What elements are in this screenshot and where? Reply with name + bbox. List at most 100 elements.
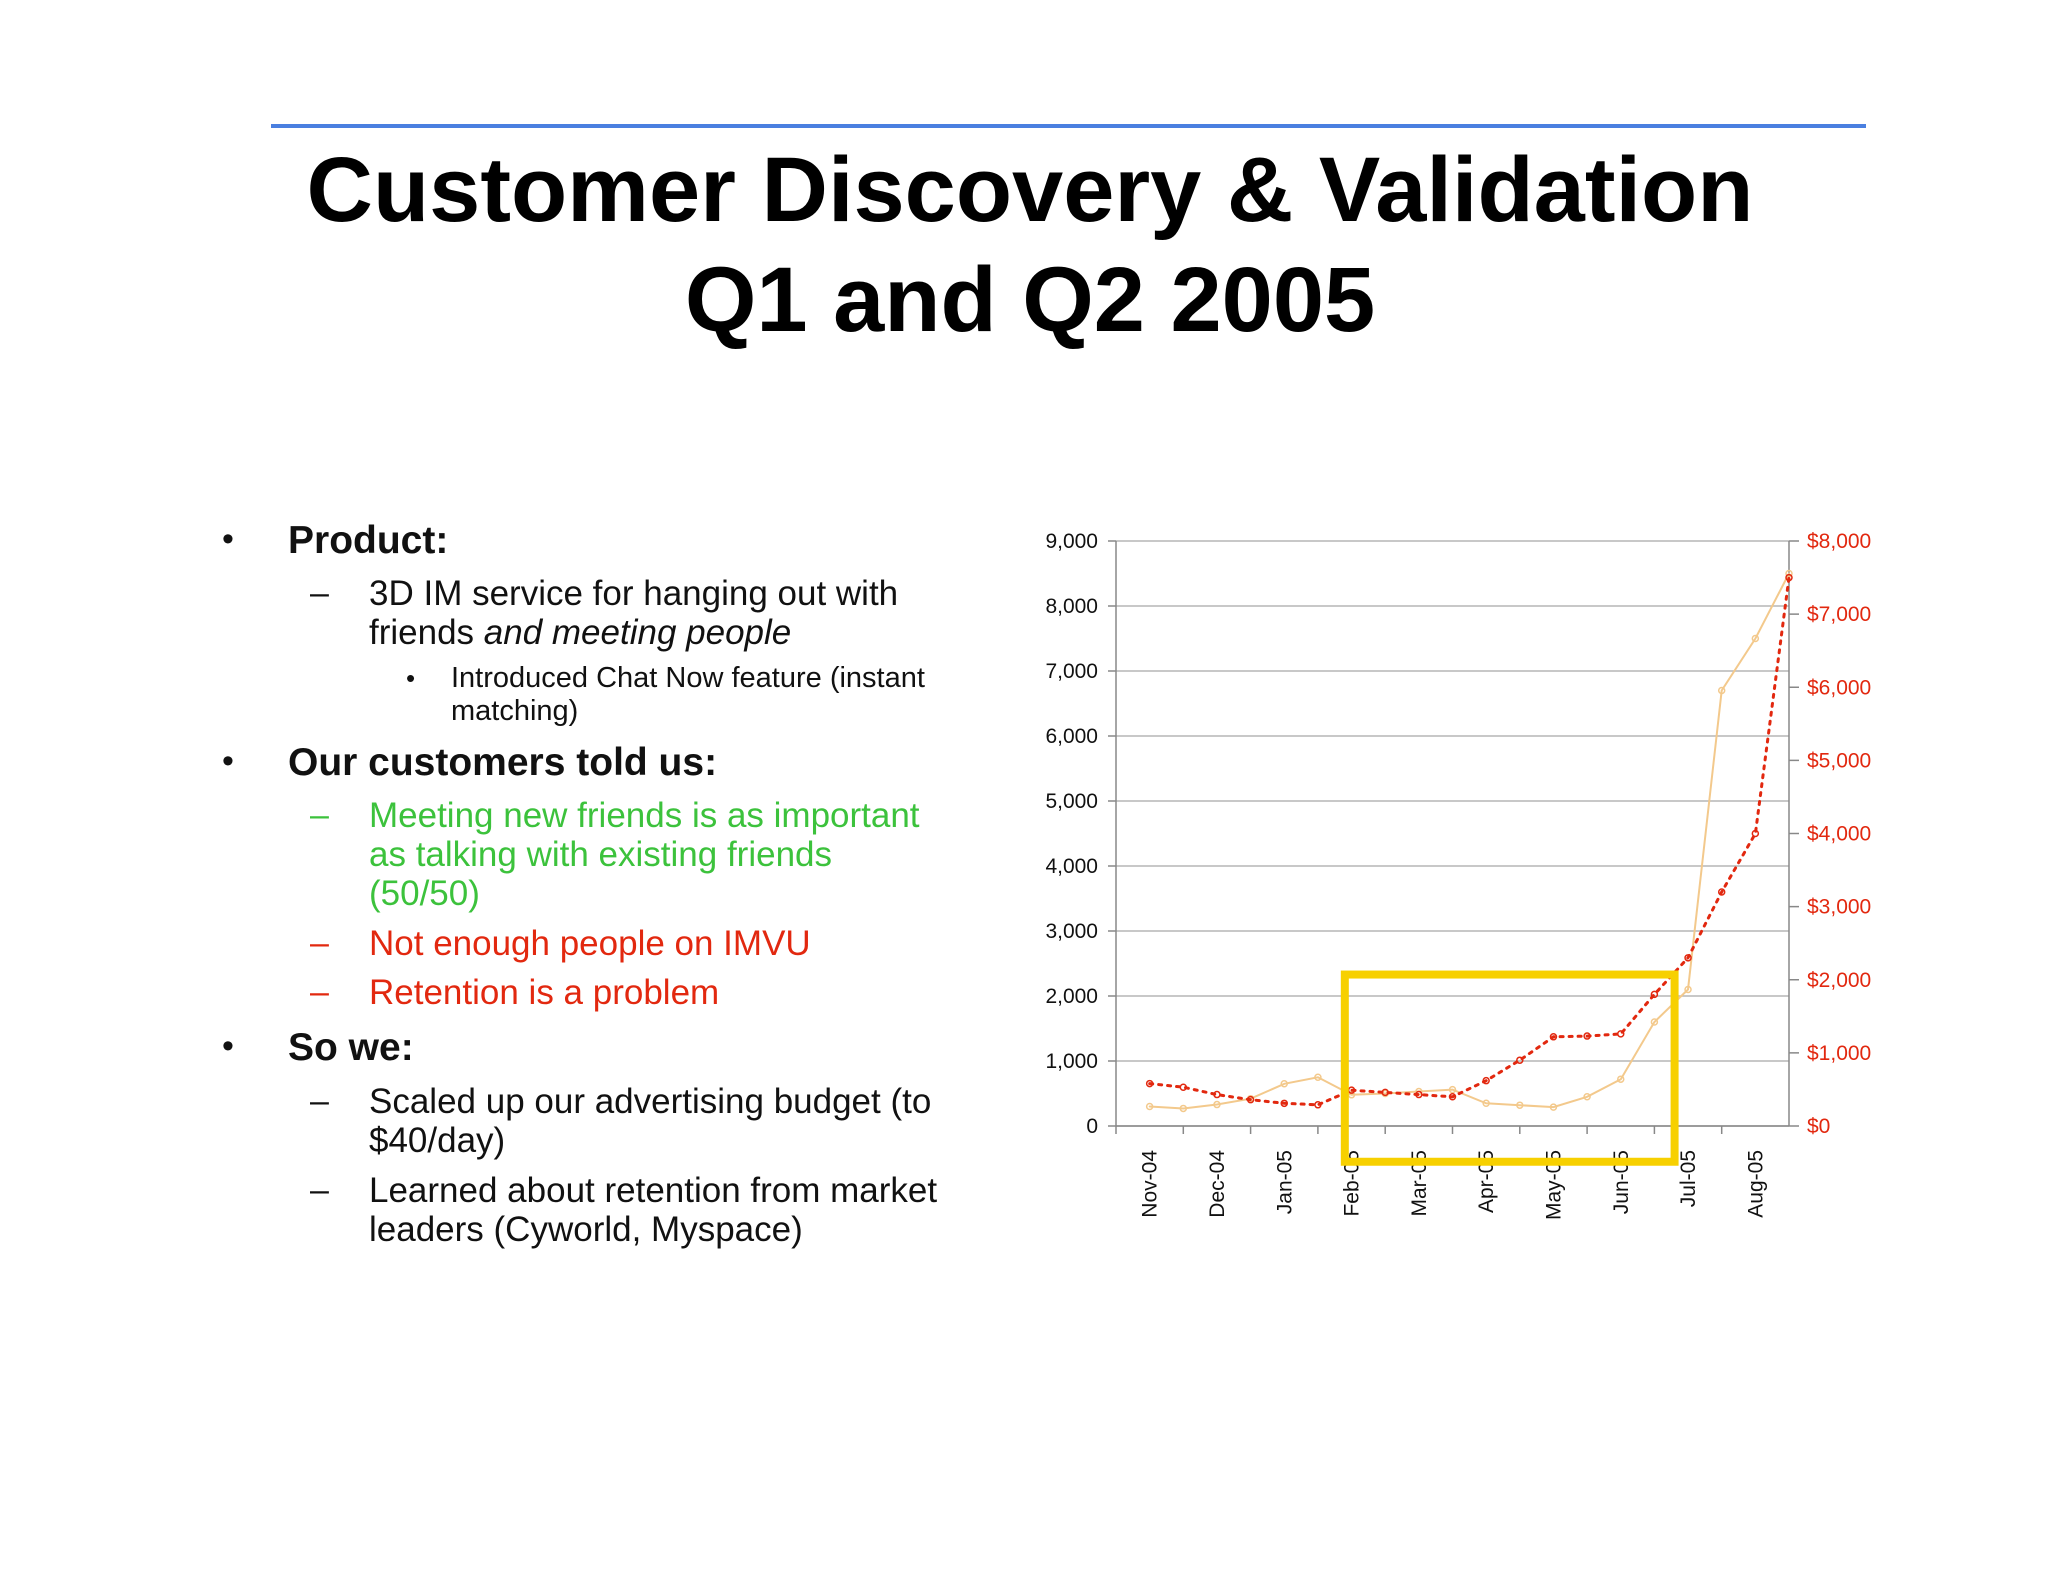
- product-sub-line2: matching): [451, 695, 579, 727]
- data-point-revenue: [1314, 1101, 1322, 1109]
- product-item-line1: 3D IM service for hanging out with: [369, 574, 899, 613]
- data-point-revenue: [1213, 1090, 1221, 1099]
- bullet-product: Product:: [288, 519, 449, 562]
- y-tick-label-right: $0: [1807, 1115, 1830, 1138]
- x-tick-label: Aug-05: [1744, 1150, 1767, 1218]
- dash-marker: –: [310, 924, 329, 962]
- data-point-users: [1145, 1102, 1154, 1111]
- x-tick-label: Dec-04: [1206, 1150, 1229, 1218]
- so-we-item1-line2: $40/day): [369, 1121, 506, 1160]
- so-we-item2-line1: Learned about retention from market: [369, 1171, 938, 1210]
- product-item-italic: and meeting people: [483, 613, 792, 652]
- data-point-users: [1482, 1099, 1490, 1107]
- y-tick-label-left: 6,000: [1045, 725, 1098, 748]
- slide-title: Customer Discovery & Validation: [306, 139, 1754, 241]
- data-point-users: [1314, 1073, 1322, 1081]
- y-tick-label-right: $1,000: [1807, 1042, 1871, 1065]
- dash-marker: –: [310, 796, 329, 834]
- y-tick-label-right: $6,000: [1807, 676, 1871, 699]
- data-point-users: [1717, 686, 1726, 695]
- dash-marker: –: [310, 1082, 329, 1120]
- x-tick-label: Jun-05: [1610, 1150, 1633, 1214]
- data-point-revenue: [1381, 1088, 1389, 1097]
- dash-marker: –: [310, 973, 329, 1011]
- data-point-revenue: [1617, 1030, 1625, 1038]
- data-point-revenue: [1717, 888, 1726, 896]
- dash-marker: –: [310, 574, 329, 612]
- data-point-users: [1617, 1075, 1625, 1083]
- data-point-revenue: [1549, 1033, 1558, 1041]
- data-point-revenue: [1583, 1032, 1591, 1040]
- highlight-box: [1340, 970, 1679, 1166]
- y-tick-label-right: $5,000: [1807, 749, 1871, 772]
- x-tick-label: May-05: [1542, 1150, 1565, 1220]
- x-tick-label: Jul-05: [1677, 1150, 1700, 1207]
- bullet-so-we: So we:: [288, 1026, 414, 1069]
- customers-item1-line2: as talking with existing friends: [369, 835, 832, 874]
- product-sub-line1: Introduced Chat Now feature (instant: [451, 662, 925, 694]
- y-tick-label-left: 9,000: [1045, 530, 1098, 553]
- data-point-users: [1751, 634, 1760, 643]
- x-tick-label: Feb-05: [1341, 1150, 1364, 1217]
- dash-marker: –: [310, 1171, 329, 1209]
- data-point-users: [1448, 1085, 1457, 1094]
- y-tick-label-right: $7,000: [1807, 603, 1871, 626]
- data-point-revenue: [1145, 1079, 1154, 1088]
- data-point-users: [1785, 569, 1793, 578]
- series-line-revenue: [1148, 576, 1791, 1107]
- y-tick-label-left: 8,000: [1045, 595, 1098, 618]
- series-line-users: [1148, 572, 1790, 1110]
- data-point-users: [1516, 1101, 1524, 1109]
- x-tick-label: Apr-05: [1475, 1150, 1498, 1213]
- data-point-revenue: [1785, 573, 1793, 582]
- y-tick-label-left: 2,000: [1045, 985, 1098, 1008]
- data-point-revenue: [1482, 1076, 1490, 1085]
- y-tick-label-left: 3,000: [1045, 920, 1098, 943]
- data-point-revenue: [1751, 829, 1760, 838]
- bullet-marker: •: [222, 520, 234, 558]
- x-tick-label: Nov-04: [1139, 1150, 1162, 1218]
- bullet-list: • Product: – 3D IM service for hanging o…: [0, 0, 1000, 1300]
- bullet-marker: •: [222, 1027, 234, 1065]
- so-we-item1-line1: Scaled up our advertising budget (to: [369, 1082, 932, 1121]
- y-tick-label-left: 0: [1086, 1115, 1098, 1138]
- x-tick-label: Mar-05: [1408, 1150, 1431, 1217]
- data-point-revenue: [1684, 954, 1692, 962]
- slide-subtitle: Q1 and Q2 2005: [684, 249, 1376, 351]
- data-point-revenue: [1179, 1083, 1188, 1091]
- customers-item1-line1: Meeting new friends is as important: [369, 796, 920, 835]
- data-point-users: [1280, 1080, 1288, 1088]
- data-point-users: [1650, 1018, 1659, 1026]
- data-point-users: [1549, 1103, 1558, 1111]
- data-point-users: [1583, 1093, 1591, 1101]
- customers-item1-line3: (50/50): [369, 874, 480, 913]
- y-tick-label-left: 4,000: [1045, 855, 1098, 878]
- data-point-users: [1213, 1100, 1221, 1109]
- customers-item2: Not enough people on IMVU: [369, 924, 811, 963]
- product-item-line2: friends and meeting people: [369, 613, 791, 652]
- so-we-item2-line2: leaders (Cyworld, Myspace): [369, 1210, 803, 1249]
- x-tick-label: Jan-05: [1273, 1150, 1296, 1214]
- data-point-revenue: [1415, 1090, 1423, 1099]
- title-rule: [271, 124, 1866, 128]
- data-point-users: [1684, 985, 1692, 994]
- y-tick-label-right: $8,000: [1807, 530, 1871, 553]
- bullet-marker: •: [222, 742, 234, 780]
- y-tick-label-left: 1,000: [1045, 1050, 1098, 1073]
- y-tick-label-right: $2,000: [1807, 969, 1871, 992]
- data-point-revenue: [1650, 990, 1659, 999]
- data-point-revenue: [1280, 1099, 1288, 1108]
- data-point-users: [1179, 1104, 1188, 1113]
- y-tick-label-right: $3,000: [1807, 896, 1871, 919]
- data-point-revenue: [1246, 1095, 1255, 1104]
- data-point-revenue: [1448, 1093, 1457, 1101]
- y-tick-label-left: 7,000: [1045, 660, 1098, 683]
- data-point-revenue: [1516, 1056, 1524, 1064]
- y-tick-label-right: $4,000: [1807, 823, 1871, 846]
- product-item-plain: friends: [369, 613, 484, 652]
- customers-item3: Retention is a problem: [369, 973, 720, 1012]
- sub-bullet-marker: •: [406, 663, 416, 693]
- y-tick-label-left: 5,000: [1045, 790, 1098, 813]
- growth-chart: 0 1,000 2,000 3,000 4,000 5,000 6,000 7,000 8,00…: [1045, 530, 1871, 1220]
- bullet-customers: Our customers told us:: [288, 741, 718, 784]
